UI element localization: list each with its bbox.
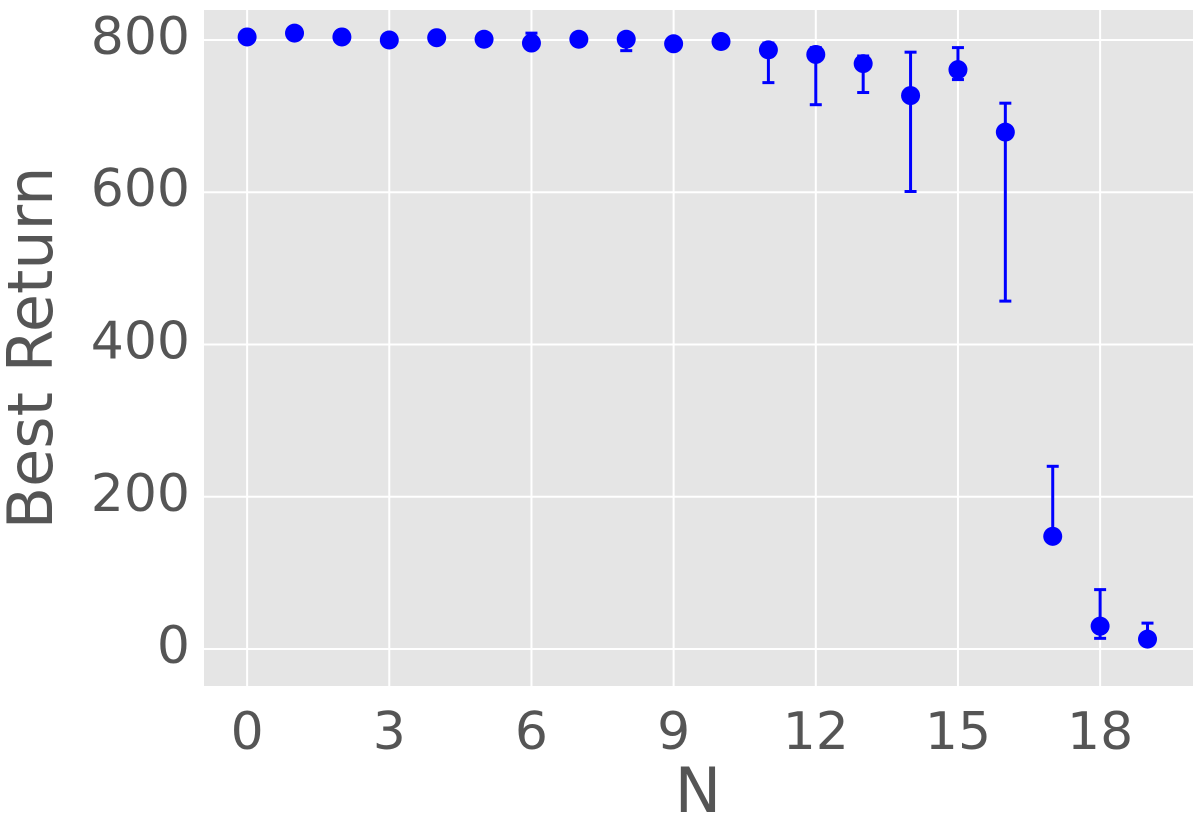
- y-axis-label: Best Return: [0, 167, 67, 530]
- point: [474, 29, 494, 49]
- x-tick-label: 9: [657, 702, 690, 762]
- y-tick-label: 400: [91, 311, 190, 371]
- point: [427, 28, 447, 48]
- plot-area: [204, 10, 1193, 686]
- point: [237, 27, 257, 47]
- point: [379, 30, 399, 50]
- point: [711, 32, 731, 52]
- x-tick-label: 6: [515, 702, 548, 762]
- point: [285, 23, 305, 43]
- y-tick-label: 600: [91, 159, 190, 219]
- point: [569, 29, 589, 49]
- y-tick-label: 200: [91, 464, 190, 524]
- point: [901, 86, 921, 106]
- x-tick-label: 3: [373, 702, 406, 762]
- point: [521, 33, 541, 53]
- point: [948, 60, 968, 80]
- point: [664, 34, 684, 54]
- point: [1138, 629, 1158, 649]
- point: [995, 122, 1015, 142]
- point: [616, 29, 636, 49]
- point: [1043, 526, 1063, 546]
- x-tick-label: 15: [925, 702, 991, 762]
- point: [1090, 616, 1110, 636]
- x-tick-label: 12: [783, 702, 849, 762]
- y-tick-label: 800: [91, 7, 190, 67]
- y-tick-label: 0: [157, 616, 190, 676]
- point: [758, 40, 778, 60]
- point: [332, 27, 352, 47]
- point: [806, 44, 826, 64]
- x-tick-label: 18: [1067, 702, 1133, 762]
- x-axis-label: N: [675, 754, 721, 827]
- error-bar: [904, 50, 917, 193]
- point: [853, 54, 873, 74]
- x-tick-label: 0: [231, 702, 264, 762]
